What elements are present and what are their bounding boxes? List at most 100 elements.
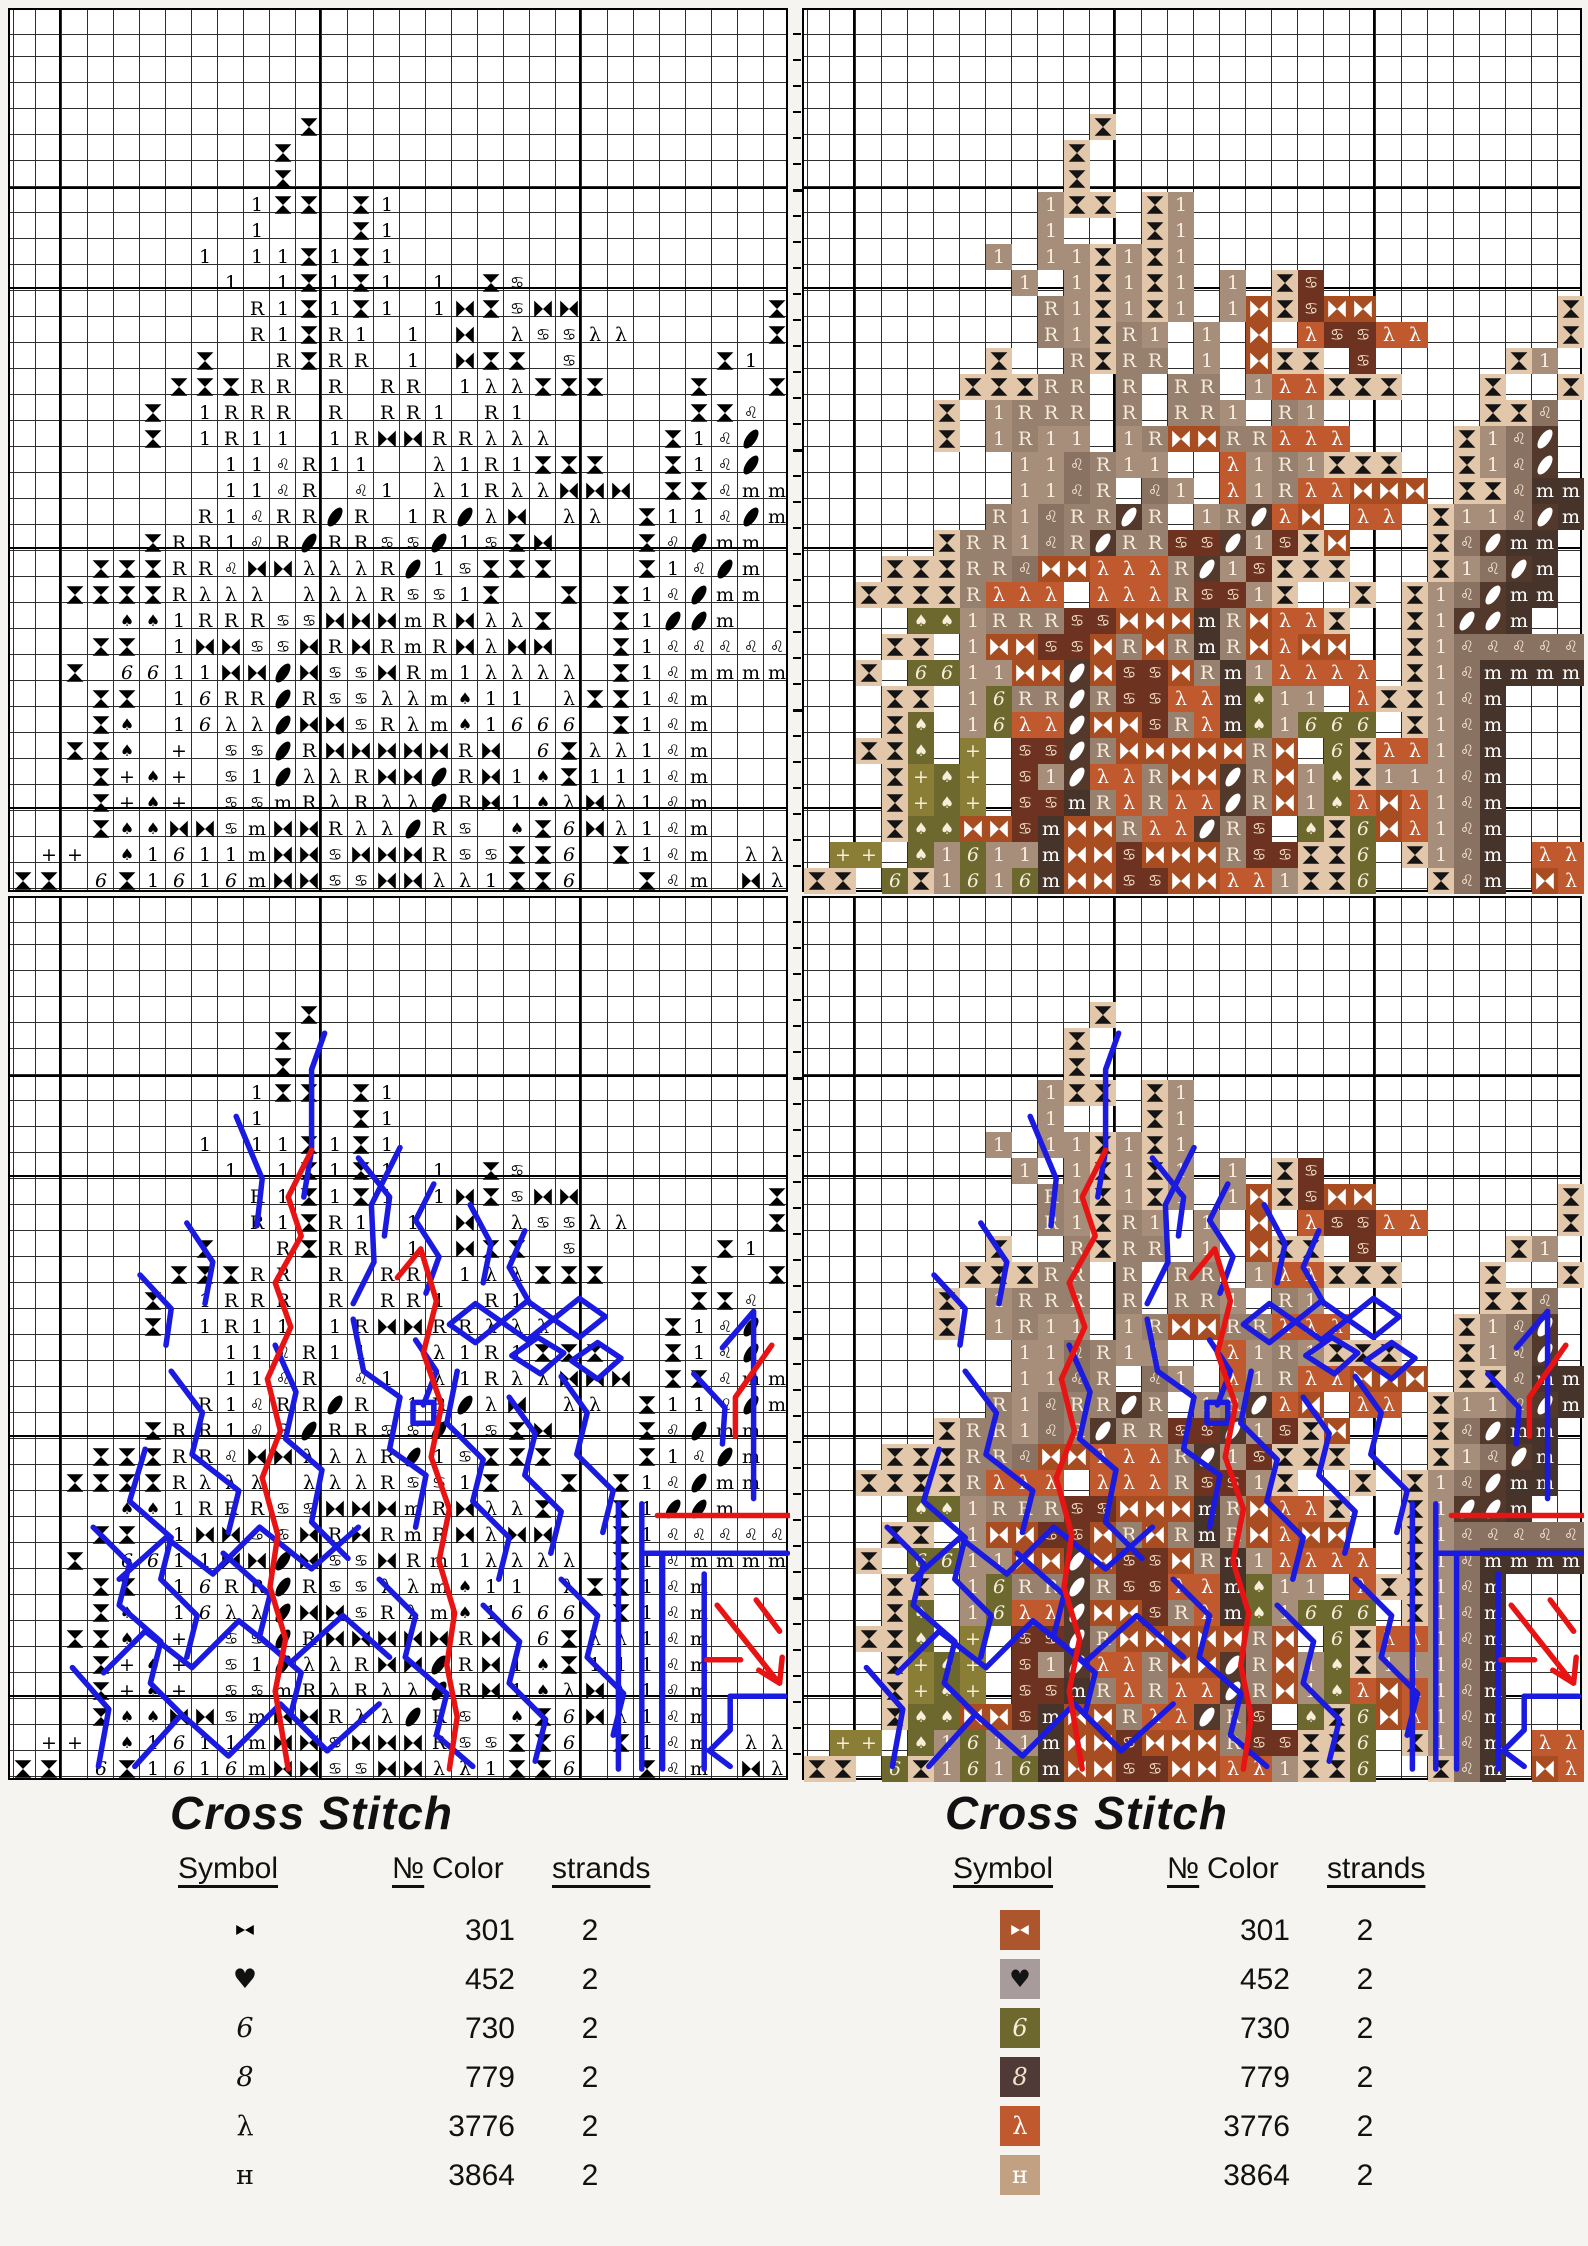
stitch-letter-r: R	[301, 1679, 317, 1702]
legend-bw: Cross Stitch Symbol № Color strands 301 2…	[170, 1786, 650, 2216]
slash-icon	[272, 1549, 294, 1573]
stitch-hourglass	[556, 582, 582, 608]
stitch-letter-m: m	[1532, 1548, 1558, 1574]
stitch-slash	[1532, 504, 1558, 530]
stitch-one: 1	[380, 1367, 394, 1390]
stitch-hourglass	[1090, 192, 1116, 218]
stitch-one: 1	[224, 453, 238, 476]
legend-color-number: 730	[1239, 2012, 1290, 2045]
stitch-lambda: λ	[354, 1471, 368, 1494]
stitch-hourglass	[1324, 816, 1350, 842]
row-tick	[793, 215, 801, 217]
hourglass-icon	[912, 638, 930, 656]
stitch-one: 1	[328, 1315, 342, 1338]
hourglass-icon	[196, 1240, 214, 1258]
slash-icon	[298, 531, 320, 555]
stitch-one: 1	[1272, 1574, 1298, 1600]
stitch-six: 6	[172, 843, 186, 866]
bowtie-icon	[612, 1370, 630, 1388]
slash-icon	[1248, 1393, 1270, 1417]
hourglass-icon	[1276, 1188, 1294, 1206]
stitch-bowtie	[478, 1626, 504, 1652]
stitch-letter-m: m	[1558, 504, 1584, 530]
stitch-slash	[660, 1496, 686, 1522]
bowtie-icon	[1016, 638, 1034, 656]
stitch-one: 1	[1480, 1340, 1506, 1366]
bowtie-icon	[1276, 1682, 1294, 1700]
stitch-one: 1	[380, 1185, 394, 1208]
stitch-hourglass	[1402, 1574, 1428, 1600]
stitch-one: 1	[1272, 868, 1298, 894]
slash-icon	[272, 1601, 294, 1625]
stitch-lambda: λ	[1272, 1496, 1298, 1522]
stitch-leo-sign: ♌	[1480, 634, 1506, 660]
stitch-one: 1	[354, 1211, 368, 1234]
bowtie-icon	[482, 1656, 500, 1674]
stitch-one: 1	[224, 531, 238, 554]
stitch-hourglass	[882, 1704, 908, 1730]
stitch-bowtie	[530, 296, 556, 322]
stitch-cancer-sign: ♋	[249, 741, 265, 760]
stitch-cancer-sign: ♋	[249, 1525, 265, 1544]
stitch-hourglass	[530, 556, 556, 582]
stitch-lambda: λ	[1402, 1704, 1428, 1730]
row-tick	[793, 1207, 801, 1209]
hourglass-icon	[534, 820, 552, 838]
hourglass-icon	[690, 482, 708, 500]
stitch-lambda: λ	[432, 1341, 446, 1364]
stitch-letter-m: m	[741, 583, 761, 606]
legend-header-strands: strands	[552, 1852, 651, 1885]
stitch-lambda: λ	[1324, 1314, 1350, 1340]
stitch-lambda: λ	[1012, 1600, 1038, 1626]
stitch-leo-sign: ♌	[717, 1525, 733, 1544]
stitch-one: 1	[250, 219, 264, 242]
stitch-letter-r: R	[1116, 634, 1142, 660]
hourglass-icon	[690, 378, 708, 396]
legend-row-lambda: λ 3776 2	[170, 2102, 650, 2151]
hourglass-icon	[1484, 482, 1502, 500]
stitch-one: 1	[198, 245, 212, 268]
legend-symbol-six: 6	[990, 2008, 1050, 2048]
hourglass-icon	[300, 196, 318, 214]
stitch-one: 1	[1428, 1600, 1454, 1626]
bowtie-icon	[1380, 1370, 1398, 1388]
stitch-leo-sign: ♌	[665, 767, 681, 786]
bowtie-icon	[1354, 300, 1372, 318]
stitch-one: 1	[1480, 504, 1506, 530]
hourglass-icon	[886, 1604, 904, 1622]
stitch-hourglass	[934, 582, 960, 608]
bowtie-icon	[300, 820, 318, 838]
bowtie-icon	[508, 508, 526, 526]
stitch-six: 6	[1350, 1730, 1376, 1756]
stitch-one: 1	[1038, 426, 1064, 452]
stitch-cancer-sign: ♋	[1116, 686, 1142, 712]
stitch-letter-r: R	[1116, 530, 1142, 556]
hourglass-icon	[1354, 1630, 1372, 1648]
stitch-six: 6	[198, 1575, 212, 1598]
stitch-leo-sign: ♌	[665, 533, 681, 552]
stitch-lambda: λ	[1558, 1730, 1584, 1756]
stitch-lambda: λ	[484, 1549, 498, 1572]
stitch-six: 6	[198, 1601, 212, 1624]
legend-row-letter-n: н 3864 2	[170, 2151, 650, 2200]
stitch-lambda: λ	[328, 765, 342, 788]
hourglass-icon	[860, 586, 878, 604]
hourglass-icon	[1380, 1266, 1398, 1284]
stitch-leo-sign: ♌	[1454, 868, 1480, 894]
stitch-lambda: λ	[484, 1263, 498, 1286]
stitch-hourglass	[1506, 348, 1532, 374]
bowtie-icon	[1328, 534, 1346, 552]
stitch-lambda: λ	[510, 479, 524, 502]
stitch-one: 1	[960, 712, 986, 738]
stitch-letter-r: R	[379, 1601, 395, 1624]
hourglass-icon	[768, 1214, 786, 1232]
bowtie-icon	[404, 1318, 422, 1336]
legend-color-number: 3864	[448, 2159, 515, 2192]
stitch-hourglass	[478, 270, 504, 296]
row-tick	[793, 1467, 801, 1469]
stitch-one: 1	[1220, 1288, 1246, 1314]
stitch-slash	[322, 504, 348, 530]
stitch-hourglass	[764, 1210, 790, 1236]
slash-icon	[1222, 765, 1244, 789]
stitch-letter-r: R	[1142, 1392, 1168, 1418]
